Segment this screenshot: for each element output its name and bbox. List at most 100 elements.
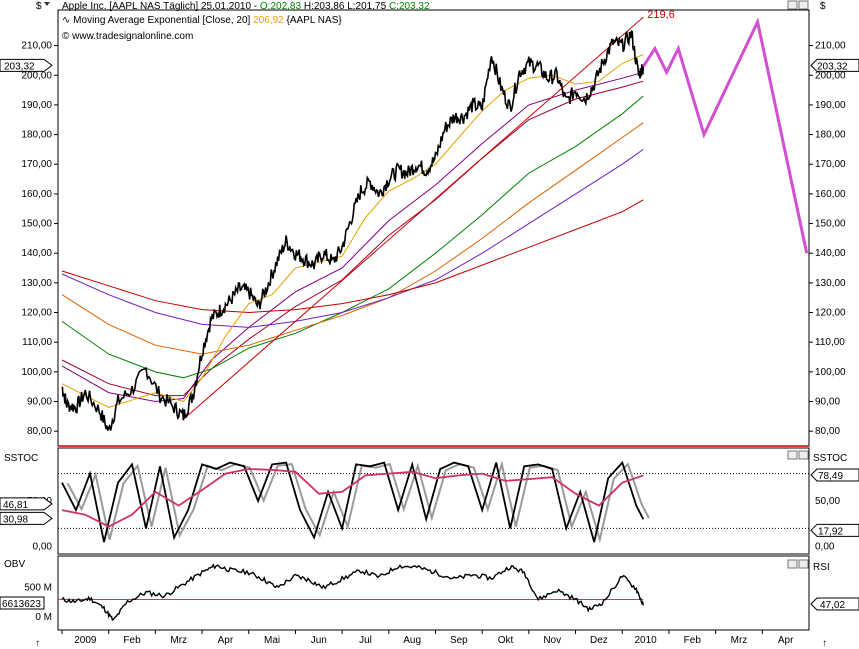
- x-axis-group: 2009 Feb Mrz Apr Mai Jun Jul Aug Sep Okt Nov Dez 201…: [61, 630, 794, 646]
- sstoc-left-value-label: 30,98: [3, 514, 28, 525]
- x-axis-label: Apr: [218, 635, 234, 646]
- sstoc-right-tick-label: 0,00: [815, 542, 835, 553]
- last-price-left-label: 203,32: [4, 61, 35, 72]
- header-high: H:203,86: [304, 1, 345, 12]
- price-left-tick-label: 150,00: [21, 219, 52, 230]
- price-right-tick-label: 200,00: [815, 70, 846, 81]
- price-left-tick-label: 180,00: [21, 130, 52, 141]
- obv-panel-frame: [57, 555, 810, 631]
- x-axis-label: Okt: [498, 635, 514, 646]
- sstoc-left-value-tag: [0, 497, 53, 511]
- sstoc-fast-line: [61, 460, 645, 543]
- header-indicator-icon: ∿: [62, 15, 70, 26]
- x-axis-label: Jul: [359, 635, 372, 646]
- x-axis-label: Jun: [311, 635, 327, 646]
- obv-panel-window-buttons[interactable]: [787, 559, 809, 569]
- sstoc-right-value-label: 17,92: [818, 526, 843, 537]
- price-right-tick-label: 190,00: [815, 100, 846, 111]
- last-price-right-label: 203,32: [817, 61, 848, 72]
- price-right-tick-label: 140,00: [815, 248, 846, 259]
- top-left-dropdown-icon[interactable]: [44, 2, 50, 6]
- price-left-tick-label: 100,00: [21, 367, 52, 378]
- price-right-tick-label: 170,00: [815, 159, 846, 170]
- price-line: [61, 30, 645, 431]
- rsi-value-tag: [810, 597, 859, 611]
- price-right-tick-label: 80,00: [815, 426, 840, 437]
- x-axis-label: Feb: [123, 635, 141, 646]
- bottom-left-arrow: ↑: [35, 638, 40, 649]
- sstoc-title-right: SSTOC: [813, 453, 847, 464]
- projection-zigzag: [642, 17, 809, 254]
- sstoc-right-value-label: 78,49: [818, 471, 843, 482]
- x-axis-label: Mrz: [170, 635, 187, 646]
- price-right-tick-label: 180,00: [815, 130, 846, 141]
- header-close: C:203,32: [389, 1, 430, 12]
- price-left-tick-label: 120,00: [21, 308, 52, 319]
- price-left-tick-label: 160,00: [21, 189, 52, 200]
- price-right-tick-label: 210,00: [815, 41, 846, 52]
- obv-group: OBV RSI 0 M 500 M 6613623 47,02: [0, 559, 859, 623]
- chart-header-copyright: © www.tradesignalonline.com: [62, 31, 193, 42]
- price-panel-window-buttons[interactable]: [787, 0, 809, 10]
- sstoc-smooth-line: [61, 468, 644, 528]
- chart-header-line2: ∿ Moving Average Exponential [Close, 20]…: [62, 15, 342, 26]
- price-right-tick-label: 90,00: [815, 397, 840, 408]
- x-axis-label: Dez: [590, 635, 608, 646]
- sstoc-panel-frame: [57, 447, 810, 555]
- bottom-right-arrow: ↑: [822, 638, 827, 649]
- sstoc-panel-window-buttons[interactable]: [787, 450, 809, 460]
- obv-panel-minimize-button[interactable]: [787, 559, 798, 569]
- x-axis-label: Sep: [450, 635, 468, 646]
- header-title: Apple Inc. [AAPL NAS Täglich] 25.01.2010…: [62, 1, 257, 12]
- price-left-tick-label: 110,00: [22, 337, 52, 348]
- obv-panel-close-button[interactable]: [798, 559, 809, 569]
- price-right-tick-label: 110,00: [815, 337, 845, 348]
- price-panel-minimize-button[interactable]: [787, 0, 798, 10]
- sstoc-panel-minimize-button[interactable]: [787, 450, 798, 460]
- sstoc-group: SSTOCSSTOC0,000,0050,0050,0046,8130,9878…: [0, 453, 859, 553]
- obv-value-tag: [0, 596, 45, 610]
- sstoc-left-value-label: 46,81: [3, 500, 28, 511]
- rsi-value-label: 47,02: [820, 600, 845, 611]
- sstoc-right-value-tag: [810, 468, 859, 482]
- header-low: L:201,75: [347, 1, 386, 12]
- obv-value-label: 6613623: [2, 599, 41, 610]
- x-axis-label: Aug: [403, 635, 421, 646]
- price-right-tick-label: 160,00: [815, 189, 846, 200]
- x-axis-label: Mrz: [731, 635, 748, 646]
- price-right-tick-label: 120,00: [815, 308, 846, 319]
- obv-title: OBV: [4, 559, 25, 570]
- moving-average-red: [61, 199, 644, 314]
- x-axis-label: Nov: [543, 635, 561, 646]
- price-left-tick-label: 210,00: [21, 41, 52, 52]
- moving-average-orange: [61, 122, 644, 355]
- x-axis-label: Feb: [684, 635, 702, 646]
- header-ema-symbol: {AAPL NAS}: [286, 15, 342, 26]
- price-left-tick-label: 90,00: [27, 397, 52, 408]
- price-lines-group: 219,6: [61, 9, 809, 431]
- ema20-line: [61, 54, 644, 408]
- chart-header-line1: Apple Inc. [AAPL NAS Täglich] 25.01.2010…: [62, 1, 430, 12]
- price-left-tick-label: 170,00: [21, 159, 52, 170]
- sstoc-right-tick-label: 50,00: [815, 496, 840, 507]
- price-right-tick-label: 150,00: [815, 219, 846, 230]
- resistance-annotation: 219,6: [647, 9, 675, 21]
- price-left-tick-label: 140,00: [21, 248, 52, 259]
- price-left-tick-label: 200,00: [21, 70, 52, 81]
- rsi-title: RSI: [813, 562, 830, 573]
- sstoc-right-value-tag: [810, 523, 859, 537]
- sstoc-title: SSTOC: [4, 453, 38, 464]
- header-ema-name: Moving Average Exponential [Close, 20]: [73, 15, 250, 26]
- price-panel-close-button[interactable]: [798, 0, 809, 10]
- price-left-tick-label: 190,00: [21, 100, 52, 111]
- top-left-currency-label: $: [36, 1, 42, 12]
- x-axis-label: Apr: [778, 635, 794, 646]
- x-axis-label: 2010: [634, 635, 657, 646]
- moving-average-violet: [61, 148, 644, 328]
- price-axis-group: 80,00 80,00 90,00 90,00 100,00 100,00 110,00 11…: [0, 41, 859, 437]
- header-ema-value: 206,92: [253, 15, 284, 26]
- price-right-tick-label: 100,00: [815, 367, 846, 378]
- obv-left-tick-label: 500 M: [24, 583, 52, 594]
- sstoc-panel-close-button[interactable]: [798, 450, 809, 460]
